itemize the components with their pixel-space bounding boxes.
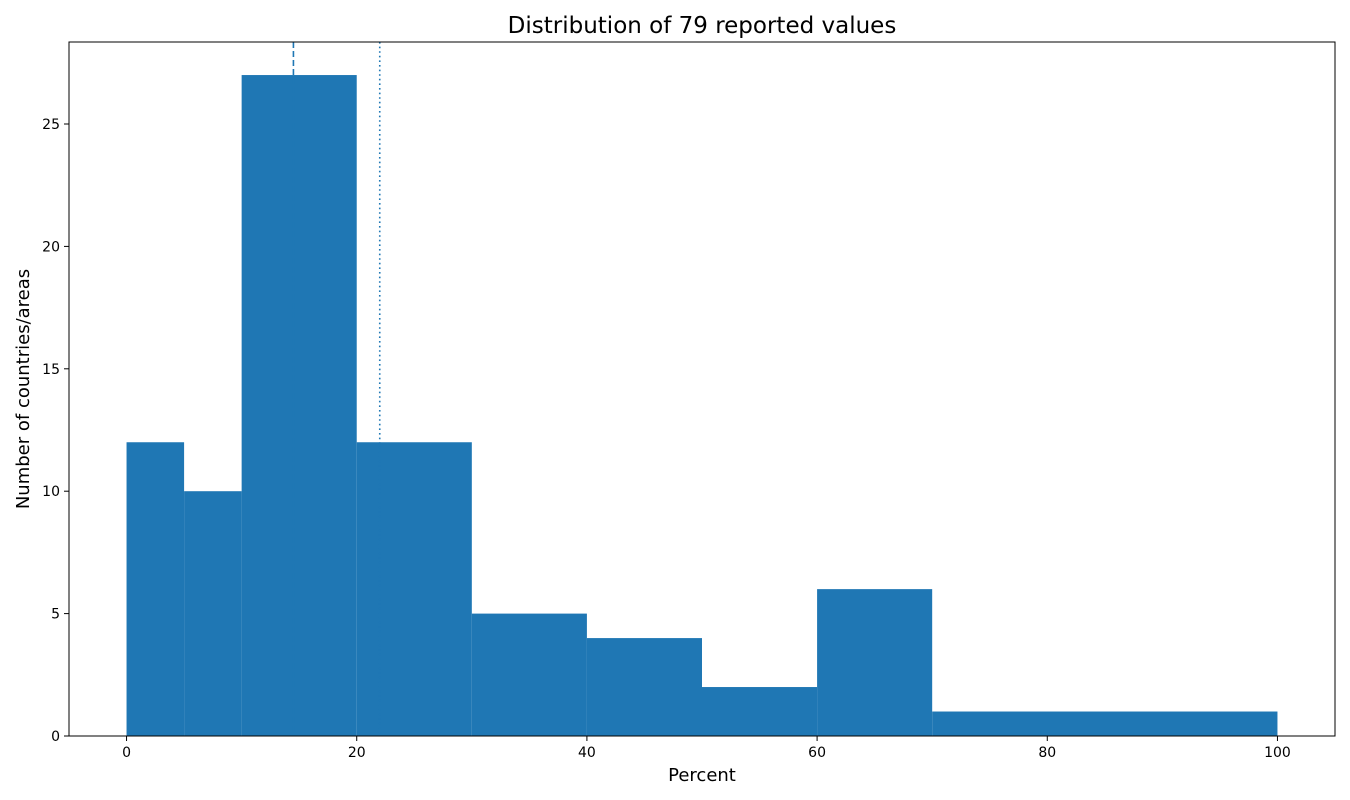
x-ticks-layer: 0 20 40 60 80 100 bbox=[122, 736, 1291, 761]
y-tick-label: 0 bbox=[51, 729, 60, 745]
y-axis-label: Number of countries/areas bbox=[13, 269, 34, 509]
x-tick-label: 60 bbox=[808, 745, 826, 761]
plot-frame bbox=[68, 41, 1336, 737]
histogram-bar-7 bbox=[817, 589, 933, 736]
y-tick-label: 10 bbox=[42, 484, 60, 500]
histogram-bar-4 bbox=[471, 613, 587, 736]
bars-layer bbox=[126, 75, 1278, 737]
histogram-bar-0 bbox=[126, 442, 185, 736]
y-tick-label: 25 bbox=[42, 117, 60, 133]
x-tick-label: 40 bbox=[578, 745, 596, 761]
histogram-bar-6 bbox=[702, 687, 818, 736]
x-tick-label: 100 bbox=[1264, 745, 1291, 761]
x-tick-label: 0 bbox=[122, 745, 131, 761]
x-tick-label: 80 bbox=[1038, 745, 1056, 761]
histogram-bar-1 bbox=[184, 491, 242, 736]
x-axis-label: Percent bbox=[668, 765, 736, 786]
chart-title: Distribution of 79 reported values bbox=[508, 13, 897, 39]
y-tick-label: 5 bbox=[51, 607, 60, 623]
histogram-bar-3 bbox=[356, 442, 472, 736]
x-tick-label: 20 bbox=[348, 745, 366, 761]
y-tick-label: 15 bbox=[42, 362, 60, 378]
histogram-bar-5 bbox=[586, 638, 702, 736]
histogram-bar-2 bbox=[241, 75, 357, 737]
y-ticks-layer: 0 5 10 15 20 25 bbox=[42, 117, 69, 745]
reference-lines-layer bbox=[292, 42, 381, 736]
y-tick-label: 20 bbox=[42, 239, 60, 255]
histogram-bar-8 bbox=[932, 711, 1278, 736]
